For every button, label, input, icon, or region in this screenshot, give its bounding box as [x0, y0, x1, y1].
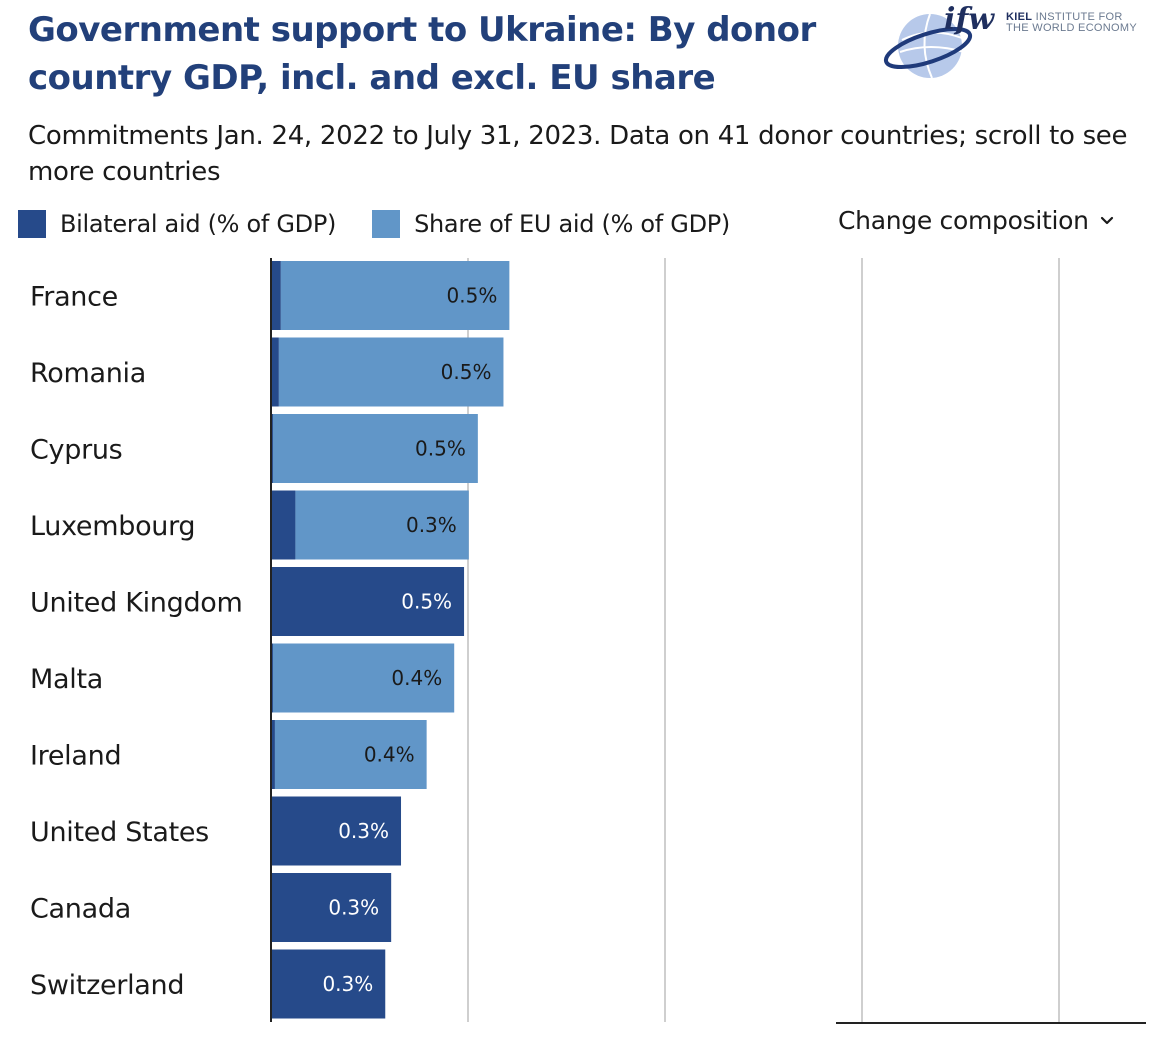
legend-item-eu-share: Share of EU aid (% of GDP): [372, 210, 730, 238]
bar-eu-share: [274, 720, 427, 789]
country-label: France: [30, 282, 118, 313]
data-label: 0.5%: [441, 360, 492, 384]
data-label: 0.5%: [401, 590, 452, 614]
legend-label-bilateral: Bilateral aid (% of GDP): [60, 210, 337, 238]
country-label: Ireland: [30, 741, 121, 772]
bar-eu-share: [280, 261, 510, 330]
change-composition-label: Change composition: [838, 206, 1089, 235]
data-label: 0.5%: [415, 437, 466, 461]
chevron-down-icon: [1100, 216, 1113, 224]
data-label: 0.4%: [391, 666, 442, 690]
bar-bilateral: [271, 567, 465, 636]
data-label: 0.3%: [328, 896, 379, 920]
data-label: 0.3%: [338, 819, 389, 843]
chart-subtitle: Commitments Jan. 24, 2022 to July 31, 20…: [28, 121, 1128, 187]
data-label: 0.3%: [406, 513, 457, 537]
data-label: 0.3%: [322, 972, 373, 996]
change-composition-dropdown[interactable]: Change composition: [838, 206, 1115, 235]
country-label: United Kingdom: [30, 588, 243, 619]
legend-swatch-eu-share: [372, 210, 401, 238]
data-label: 0.5%: [447, 284, 498, 308]
chart-title: Government support to Ukraine: By donor …: [28, 10, 816, 98]
bar-bilateral: [271, 261, 281, 330]
bar-eu-share: [272, 643, 455, 713]
bar-eu-share: [278, 337, 504, 407]
globe-icon: [883, 13, 973, 79]
bar-bilateral: [271, 337, 279, 407]
country-label: Switzerland: [30, 970, 184, 1001]
bar-eu-share: [272, 414, 478, 483]
country-label: Cyprus: [30, 435, 122, 466]
country-label: Malta: [30, 664, 103, 695]
bar-bilateral: [271, 873, 392, 942]
legend-label-eu-share: Share of EU aid (% of GDP): [414, 210, 730, 238]
data-label: 0.4%: [364, 743, 415, 767]
country-label: Canada: [30, 894, 131, 925]
logo-mark: ifw: [944, 2, 995, 37]
bar-eu-share: [295, 490, 469, 560]
bar-bilateral: [271, 490, 296, 560]
bar-bilateral: [271, 720, 275, 789]
legend-swatch-bilateral: [18, 210, 46, 238]
chart-legend: Bilateral aid (% of GDP) Share of EU aid…: [18, 210, 766, 238]
country-label: United States: [30, 817, 209, 848]
bar-bilateral: [271, 949, 386, 1019]
logo-text: KIEL INSTITUTE FOR THE WORLD ECONOMY: [1006, 11, 1137, 34]
ifw-logo: ifw KIEL INSTITUTE FOR THE WORLD ECONOMY: [882, 2, 1142, 84]
country-label: Luxembourg: [30, 511, 195, 542]
bar-bilateral: [271, 796, 402, 866]
legend-item-bilateral: Bilateral aid (% of GDP): [18, 210, 336, 238]
country-label: Romania: [30, 358, 146, 389]
